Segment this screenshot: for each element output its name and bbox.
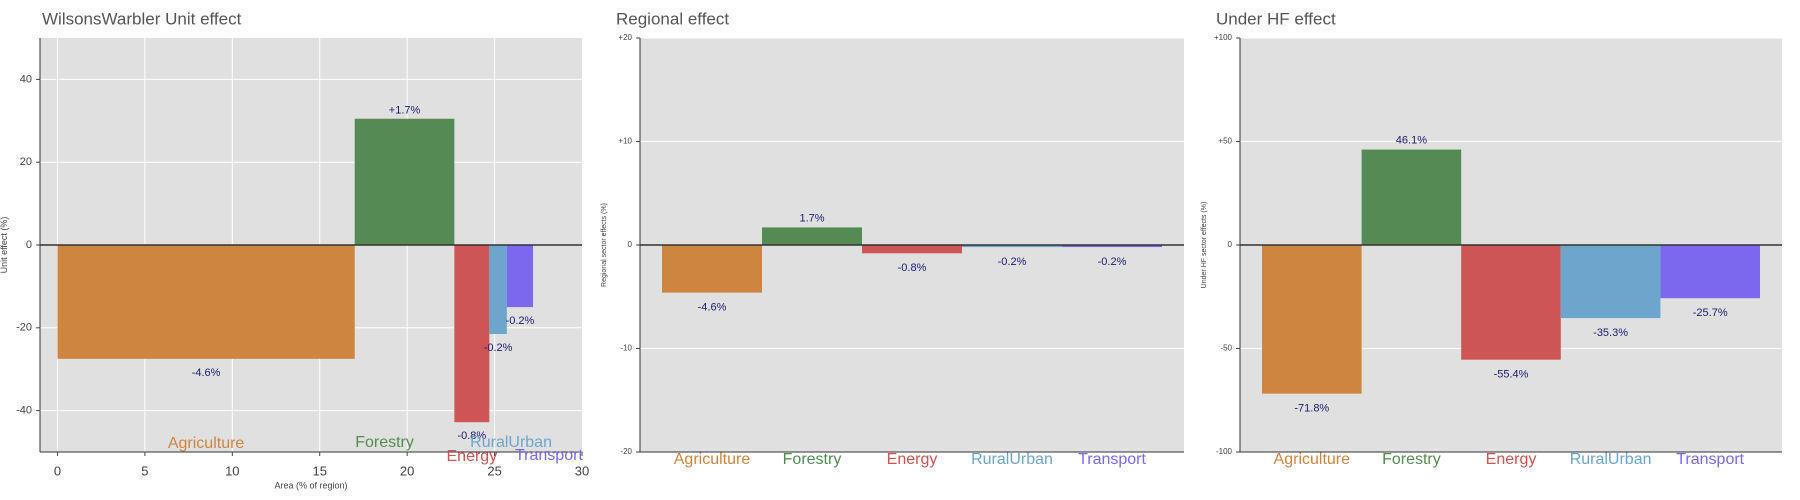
bar-forestry bbox=[1361, 149, 1462, 245]
bar-agriculture bbox=[57, 245, 355, 359]
y-axis-label: Under HF sector effects (%) bbox=[1201, 202, 1208, 289]
category-label-energy: Energy bbox=[887, 451, 938, 468]
chart-panel-1: WilsonsWarbler Unit effect -40 -20 0 20 40 Uni… bbox=[0, 9, 589, 490]
category-label-forestry: Forestry bbox=[355, 434, 414, 451]
data-label-transport: -0.2% bbox=[506, 315, 535, 327]
category-label-agriculture: Agriculture bbox=[674, 451, 751, 468]
x-tick-label: 10 bbox=[225, 463, 239, 478]
category-label-agriculture: Agriculture bbox=[168, 435, 245, 452]
chart-title: WilsonsWarbler Unit effect bbox=[42, 9, 242, 28]
y-tick-label: +50 bbox=[1218, 137, 1232, 146]
x-tick-label: 0 bbox=[54, 463, 61, 478]
y-tick-label: +20 bbox=[618, 33, 632, 42]
bar-forestry bbox=[762, 227, 862, 245]
x-tick-label: 20 bbox=[400, 463, 414, 478]
bar-energy bbox=[1461, 245, 1561, 360]
y-tick-label: -50 bbox=[1220, 344, 1232, 353]
y-tick-label: -20 bbox=[620, 447, 632, 456]
data-label-energy: -0.8% bbox=[898, 262, 927, 274]
bar-forestry bbox=[354, 118, 455, 245]
data-label-agriculture: -4.6% bbox=[192, 367, 221, 379]
x-tick-label: 30 bbox=[575, 463, 589, 478]
x-tick-label: 5 bbox=[141, 463, 148, 478]
y-tick-label: -40 bbox=[16, 405, 32, 417]
category-label-transport: Transport bbox=[515, 447, 583, 464]
y-tick-label: +10 bbox=[618, 137, 632, 146]
bar-energy bbox=[454, 245, 490, 423]
y-tick-label: 0 bbox=[628, 240, 633, 249]
chart-panel-2: Regional effect -20 -10 0 +10 +20 Regional sec… bbox=[601, 9, 1184, 468]
y-tick-label: 0 bbox=[26, 239, 32, 251]
y-tick-label: 0 bbox=[1228, 240, 1233, 249]
bar-ruralurban bbox=[489, 245, 507, 335]
data-label-transport: -0.2% bbox=[1098, 256, 1127, 268]
y-tick-label: -10 bbox=[620, 344, 632, 353]
category-label-energy: Energy bbox=[1486, 451, 1537, 468]
data-label-agriculture: -4.6% bbox=[698, 302, 727, 314]
data-label-ruralurban: -35.3% bbox=[1593, 327, 1628, 339]
category-label-ruralurban: RuralUrban bbox=[470, 434, 552, 451]
bar-ruralurban bbox=[1560, 245, 1661, 319]
y-axis-label: Regional sector effects (%) bbox=[601, 203, 608, 287]
category-label-energy: Energy bbox=[447, 448, 498, 465]
data-label-energy: -0.8% bbox=[457, 430, 486, 442]
data-label-forestry: +1.7% bbox=[389, 105, 421, 117]
y-axis-label: Unit effect (%) bbox=[0, 217, 9, 274]
bar-agriculture bbox=[662, 245, 762, 293]
category-label-ruralurban: RuralUrban bbox=[1570, 451, 1652, 468]
bar-ruralurban bbox=[962, 245, 1062, 248]
data-label-ruralurban: -0.2% bbox=[484, 342, 513, 354]
category-label-forestry: Forestry bbox=[1382, 451, 1441, 468]
data-label-ruralurban: -0.2% bbox=[998, 256, 1027, 268]
category-label-agriculture: Agriculture bbox=[1274, 451, 1351, 468]
category-label-transport: Transport bbox=[1078, 451, 1146, 468]
bar-agriculture bbox=[1262, 245, 1362, 394]
y-tick-label: -100 bbox=[1216, 447, 1233, 456]
bar-transport bbox=[1062, 245, 1162, 248]
bar-transport bbox=[506, 245, 534, 308]
category-label-transport: Transport bbox=[1676, 451, 1744, 468]
data-label-transport: -25.7% bbox=[1693, 307, 1728, 319]
x-axis-label: Area (% of region) bbox=[274, 480, 347, 490]
chart-panel-3: Under HF effect -100 -50 0 +50 +100 Under HF s… bbox=[1201, 9, 1782, 468]
bar-energy bbox=[862, 245, 962, 254]
y-tick-label: -20 bbox=[16, 322, 32, 334]
data-label-forestry: 1.7% bbox=[799, 212, 824, 224]
data-label-energy: -55.4% bbox=[1494, 369, 1529, 381]
x-tick-label: 15 bbox=[313, 463, 327, 478]
y-tick-label: 20 bbox=[20, 156, 32, 168]
category-label-forestry: Forestry bbox=[783, 451, 842, 468]
category-label-ruralurban: RuralUrban bbox=[971, 451, 1053, 468]
y-tick-label: +100 bbox=[1214, 33, 1233, 42]
chart-title: Under HF effect bbox=[1216, 9, 1336, 28]
data-label-agriculture: -71.8% bbox=[1294, 403, 1329, 415]
y-tick-label: 40 bbox=[20, 73, 32, 85]
x-tick-label: 25 bbox=[487, 463, 501, 478]
data-label-forestry: 46.1% bbox=[1396, 134, 1427, 146]
bar-transport bbox=[1660, 245, 1760, 299]
chart-title: Regional effect bbox=[616, 9, 729, 28]
